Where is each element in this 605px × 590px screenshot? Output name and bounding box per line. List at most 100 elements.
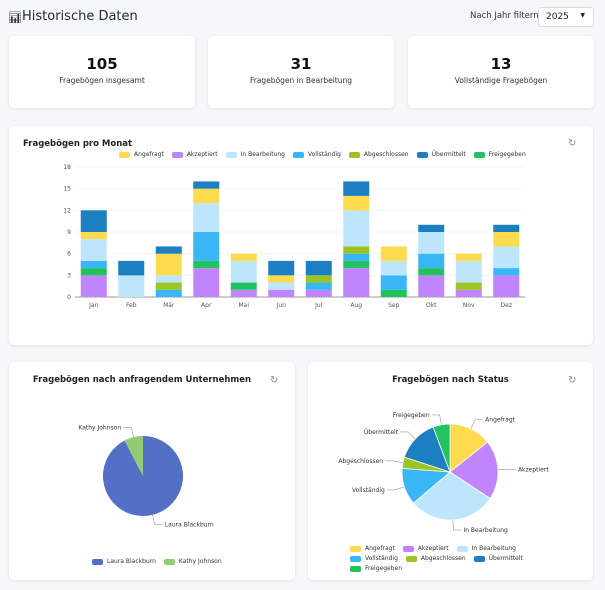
legend-item[interactable]: Laura Blackburn — [92, 558, 156, 565]
pie-slice — [103, 436, 184, 516]
stat-value: 105 — [86, 55, 118, 73]
legend-item[interactable]: Abgeschlossen — [405, 555, 466, 562]
bar-segment — [305, 282, 332, 290]
y-tick-label: 12 — [63, 207, 71, 214]
legend-item[interactable]: Freigegeben — [473, 151, 526, 158]
pie-label: Freigegeben — [393, 412, 430, 419]
bar-segment — [230, 282, 257, 290]
bar-segment — [455, 253, 482, 261]
x-tick-label: Nov — [463, 302, 475, 309]
refresh-icon[interactable]: ↻ — [568, 375, 577, 386]
pie-label-line — [385, 460, 403, 464]
pie-label-line — [152, 514, 163, 525]
pie-slice — [449, 441, 499, 499]
legend-item[interactable]: Vollständig — [292, 151, 341, 158]
pie-label: In Bearbeitung — [463, 527, 508, 534]
x-tick-label: Sep — [388, 302, 400, 309]
legend-swatch — [119, 151, 130, 158]
stat-label: Vollständige Fragebögen — [454, 76, 548, 85]
legend-item[interactable]: Kathy Johnson — [163, 558, 222, 565]
refresh-icon[interactable]: ↻ — [568, 138, 577, 149]
bar-segment — [80, 210, 107, 232]
bar-segment — [80, 232, 107, 240]
bar-segment — [155, 275, 182, 283]
bar-segment — [418, 253, 445, 269]
bar-segment — [193, 203, 220, 232]
chart-title: Fragebögen nach Status — [392, 375, 509, 385]
x-tick-label: Jul — [314, 302, 323, 309]
pie-label: Angefragt — [485, 417, 515, 424]
bar-segment — [305, 275, 332, 283]
bar-segment — [455, 282, 482, 290]
bar-segment — [155, 289, 182, 297]
bar-segment — [80, 260, 107, 269]
legend-item[interactable]: Angefragt — [350, 545, 395, 552]
y-tick-label: 0 — [67, 294, 71, 301]
bar-segment — [118, 260, 145, 276]
bar-segment — [455, 289, 482, 297]
legend-item[interactable]: Akzeptiert — [171, 151, 218, 158]
pie-label-line — [470, 419, 484, 429]
refresh-icon[interactable]: ↻ — [270, 375, 279, 386]
legend-swatch — [163, 558, 175, 565]
legend-swatch — [292, 151, 304, 158]
x-tick-label: Aug — [350, 302, 362, 309]
bar-segment — [418, 275, 445, 297]
legend-item[interactable]: Übermittelt — [416, 151, 466, 158]
pie-label: Übermittelt — [364, 429, 399, 436]
legend-label: Akzeptiert — [417, 545, 449, 552]
chart-legend: Angefragt Akzeptiert In Bearbeitung Vollstä… — [119, 151, 526, 158]
legend-item[interactable]: In Bearbeitung — [225, 151, 285, 158]
pie-label-line — [452, 519, 462, 531]
bar-segment — [193, 260, 220, 269]
bar-segment — [268, 275, 295, 283]
bar-segment — [193, 181, 220, 189]
legend-label: Übermittelt — [431, 151, 466, 158]
bar-segment — [80, 268, 107, 276]
legend-item[interactable]: Akzeptiert — [402, 545, 449, 552]
x-tick-label: Mai — [238, 302, 249, 309]
bar-segment — [268, 282, 295, 290]
legend-item[interactable]: Abgeschlossen — [348, 151, 409, 158]
legend-swatch — [405, 555, 417, 562]
bar-segment — [343, 253, 370, 261]
pie-slice — [432, 423, 451, 473]
bar-segment — [80, 275, 107, 297]
legend-item[interactable]: Vollständig — [350, 555, 398, 562]
legend-swatch — [473, 555, 485, 562]
legend-item[interactable]: In Bearbeitung — [456, 545, 516, 552]
legend-label: Angefragt — [134, 151, 164, 158]
pie-label: Abgeschlossen — [338, 458, 383, 465]
legend-swatch — [225, 151, 237, 158]
legend-label: In Bearbeitung — [471, 545, 516, 552]
chart-legend: Angefragt Akzeptiert In Bearbeitung Vollstä… — [350, 545, 560, 572]
bar-segment — [343, 260, 370, 269]
bar-segment — [155, 253, 182, 276]
bar-segment — [343, 246, 370, 254]
pie-label: Vollständig — [352, 487, 385, 494]
pie-slice — [124, 436, 143, 476]
legend-label: Freigegeben — [488, 151, 526, 158]
bar-segment — [418, 268, 445, 276]
year-value: 2025 — [546, 12, 569, 22]
legend-item[interactable]: Angefragt — [119, 151, 164, 158]
bar-segment — [268, 260, 295, 276]
y-tick-label: 6 — [67, 251, 71, 258]
stat-card-in-progress: 31 Fragebögen in Bearbeitung — [208, 36, 394, 108]
page-title: Historische Daten — [22, 9, 138, 24]
bar-segment — [493, 224, 520, 232]
bar-segment — [493, 268, 520, 276]
legend-item[interactable]: Freigegeben — [350, 565, 402, 572]
chart-title: Fragebögen nach anfragendem Unternehmen — [32, 375, 252, 385]
year-select[interactable]: 2025 ▼ — [538, 7, 594, 27]
legend-swatch — [402, 545, 414, 552]
bar-segment — [268, 289, 295, 297]
bar-chart-icon: 📊︎ — [8, 11, 22, 24]
legend-item[interactable]: Übermittelt — [473, 555, 523, 562]
x-tick-label: Apr — [201, 302, 212, 309]
stat-card-total: 105 Fragebögen insgesamt — [9, 36, 195, 108]
stat-label: Fragebögen insgesamt — [59, 76, 145, 85]
bar-segment — [343, 181, 370, 196]
legend-swatch — [350, 545, 361, 552]
